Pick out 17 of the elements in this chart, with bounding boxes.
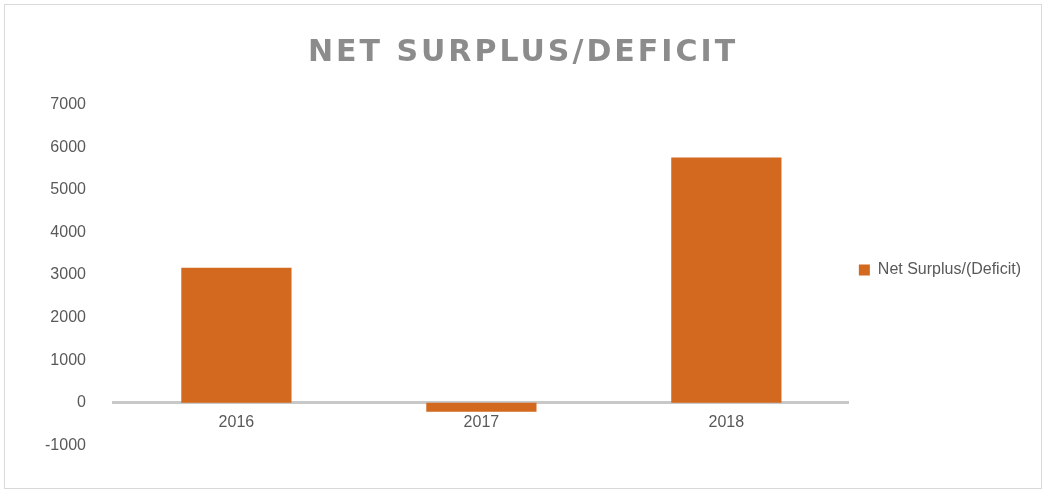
y-tick-label: 3000 xyxy=(50,265,87,283)
bar xyxy=(181,267,292,403)
y-tick-label: 1000 xyxy=(50,350,87,368)
x-tick-label: 2016 xyxy=(218,412,255,430)
chart-title: NET SURPLUS/DEFICIT xyxy=(306,33,740,68)
y-tick-label: 2000 xyxy=(50,308,87,326)
y-tick-label: 7000 xyxy=(50,95,87,113)
x-tick-label: 2017 xyxy=(463,412,500,430)
legend-label: Net Surplus/(Deficit) xyxy=(877,260,1022,278)
y-tick-label: 0 xyxy=(77,393,87,411)
y-tick-label: 6000 xyxy=(50,137,87,155)
x-tick-label: 2018 xyxy=(708,412,745,430)
y-tick-label: 4000 xyxy=(50,222,87,240)
y-tick-label: -1000 xyxy=(45,435,87,453)
bar xyxy=(426,402,537,412)
bar xyxy=(671,157,782,403)
y-tick-label: 5000 xyxy=(50,180,87,198)
